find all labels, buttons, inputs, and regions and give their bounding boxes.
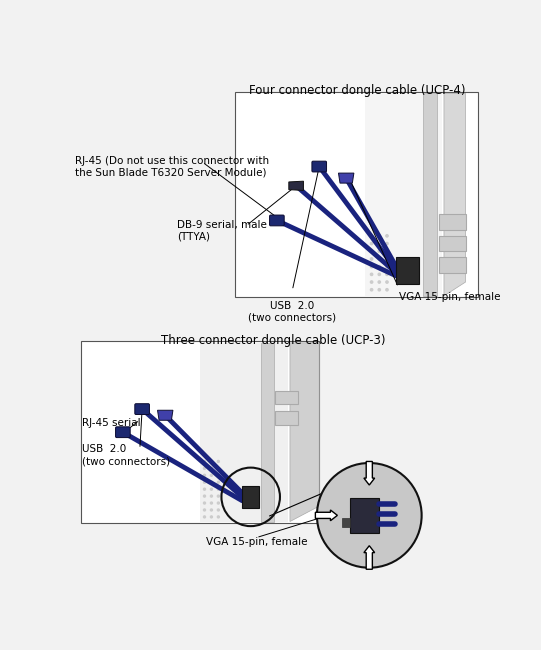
- Polygon shape: [157, 410, 173, 421]
- Bar: [350, 498, 379, 533]
- FancyBboxPatch shape: [116, 427, 130, 437]
- Bar: [423, 94, 437, 296]
- Text: Three connector dongle cable (UCP-3): Three connector dongle cable (UCP-3): [161, 333, 385, 346]
- Text: USB  2.0
(two connectors): USB 2.0 (two connectors): [248, 302, 337, 323]
- Circle shape: [371, 281, 373, 283]
- Bar: [342, 517, 350, 527]
- Circle shape: [203, 516, 206, 518]
- Circle shape: [203, 460, 206, 462]
- Bar: [439, 257, 465, 273]
- Circle shape: [203, 474, 206, 476]
- Circle shape: [378, 242, 380, 244]
- Circle shape: [386, 242, 388, 244]
- Bar: [242, 486, 259, 508]
- FancyArrow shape: [364, 546, 375, 569]
- Polygon shape: [289, 181, 304, 190]
- Circle shape: [371, 273, 373, 276]
- Bar: [81, 341, 319, 523]
- Circle shape: [210, 516, 213, 518]
- Circle shape: [386, 235, 388, 237]
- Circle shape: [203, 502, 206, 504]
- Text: RJ-45 serial: RJ-45 serial: [82, 418, 141, 428]
- Circle shape: [317, 463, 421, 567]
- FancyBboxPatch shape: [312, 161, 327, 172]
- Circle shape: [203, 495, 206, 497]
- Circle shape: [210, 481, 213, 483]
- FancyBboxPatch shape: [135, 404, 149, 415]
- Circle shape: [378, 289, 380, 291]
- Circle shape: [210, 509, 213, 511]
- Bar: [261, 343, 274, 521]
- Circle shape: [378, 265, 380, 268]
- Text: VGA 15-pin, female: VGA 15-pin, female: [206, 536, 307, 547]
- Text: Four connector dongle cable (UCP-4): Four connector dongle cable (UCP-4): [249, 84, 466, 97]
- Polygon shape: [444, 94, 465, 296]
- Text: RJ-45 (Do not use this connector with
the Sun Blade T6320 Server Module): RJ-45 (Do not use this connector with th…: [75, 156, 269, 177]
- Bar: [396, 257, 419, 284]
- Circle shape: [217, 495, 219, 497]
- FancyArrow shape: [315, 510, 338, 521]
- Circle shape: [378, 281, 380, 283]
- Circle shape: [371, 265, 373, 268]
- Bar: [439, 236, 465, 252]
- Circle shape: [378, 235, 380, 237]
- Circle shape: [217, 509, 219, 511]
- Circle shape: [210, 488, 213, 490]
- Bar: [439, 214, 465, 229]
- Circle shape: [210, 460, 213, 462]
- Circle shape: [210, 495, 213, 497]
- Circle shape: [378, 258, 380, 260]
- Circle shape: [203, 488, 206, 490]
- Bar: [275, 391, 299, 404]
- Bar: [200, 343, 288, 521]
- Circle shape: [217, 460, 219, 462]
- Bar: [235, 92, 478, 298]
- FancyArrow shape: [364, 462, 375, 485]
- Circle shape: [386, 289, 388, 291]
- Circle shape: [378, 273, 380, 276]
- Bar: [275, 411, 299, 424]
- Circle shape: [217, 502, 219, 504]
- Circle shape: [386, 250, 388, 252]
- Circle shape: [371, 258, 373, 260]
- Circle shape: [210, 502, 213, 504]
- Text: VGA 15-pin, female: VGA 15-pin, female: [399, 292, 500, 302]
- Circle shape: [203, 509, 206, 511]
- Circle shape: [371, 242, 373, 244]
- Circle shape: [386, 265, 388, 268]
- Bar: [365, 94, 443, 296]
- Circle shape: [371, 235, 373, 237]
- Circle shape: [386, 281, 388, 283]
- Circle shape: [371, 250, 373, 252]
- Circle shape: [371, 289, 373, 291]
- Circle shape: [210, 474, 213, 476]
- Circle shape: [386, 273, 388, 276]
- Polygon shape: [339, 173, 354, 183]
- Circle shape: [217, 467, 219, 469]
- Circle shape: [217, 474, 219, 476]
- Polygon shape: [290, 343, 319, 521]
- Circle shape: [217, 488, 219, 490]
- Circle shape: [203, 467, 206, 469]
- Circle shape: [217, 481, 219, 483]
- Circle shape: [378, 250, 380, 252]
- Circle shape: [386, 258, 388, 260]
- FancyBboxPatch shape: [269, 215, 284, 226]
- Text: USB  2.0
(two connectors): USB 2.0 (two connectors): [82, 445, 170, 466]
- Circle shape: [203, 481, 206, 483]
- Circle shape: [217, 516, 219, 518]
- Circle shape: [210, 467, 213, 469]
- Text: DB-9 serial, male
(TTYA): DB-9 serial, male (TTYA): [177, 220, 267, 241]
